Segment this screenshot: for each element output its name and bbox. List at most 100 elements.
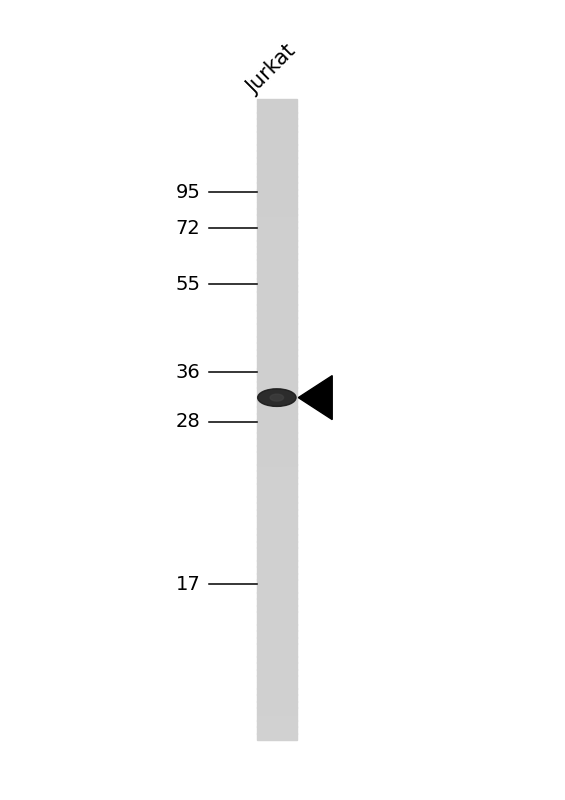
- Bar: [257, 579, 297, 586]
- Polygon shape: [298, 376, 332, 419]
- Bar: [257, 733, 297, 740]
- Bar: [257, 163, 297, 170]
- Text: 55: 55: [176, 274, 201, 294]
- Ellipse shape: [258, 389, 296, 406]
- Bar: [257, 605, 297, 612]
- Bar: [257, 208, 297, 215]
- Bar: [257, 112, 297, 119]
- Bar: [257, 714, 297, 721]
- Bar: [257, 419, 297, 426]
- Bar: [257, 662, 297, 670]
- Bar: [257, 464, 297, 471]
- Bar: [257, 637, 297, 644]
- Bar: [257, 547, 297, 554]
- Bar: [257, 374, 297, 382]
- Bar: [257, 707, 297, 714]
- Bar: [257, 624, 297, 631]
- Bar: [257, 502, 297, 510]
- Bar: [257, 483, 297, 490]
- Text: 72: 72: [176, 218, 201, 238]
- Bar: [257, 285, 297, 292]
- Bar: [257, 566, 297, 574]
- Bar: [257, 490, 297, 497]
- Bar: [257, 195, 297, 202]
- Bar: [257, 701, 297, 708]
- Bar: [257, 458, 297, 465]
- Bar: [257, 259, 297, 266]
- Bar: [257, 317, 297, 324]
- Text: 17: 17: [176, 574, 201, 594]
- Bar: [257, 291, 297, 298]
- Bar: [257, 726, 297, 734]
- Bar: [257, 336, 297, 343]
- Bar: [257, 656, 297, 663]
- Ellipse shape: [270, 394, 284, 401]
- Bar: [257, 426, 297, 433]
- Bar: [257, 240, 297, 247]
- Text: 36: 36: [176, 362, 201, 382]
- Bar: [257, 592, 297, 599]
- Bar: [257, 682, 297, 689]
- Bar: [257, 432, 297, 439]
- Bar: [257, 509, 297, 516]
- Bar: [257, 106, 297, 113]
- Bar: [257, 522, 297, 529]
- Bar: [257, 150, 297, 158]
- Bar: [257, 355, 297, 362]
- Bar: [257, 400, 297, 407]
- Bar: [257, 157, 297, 164]
- Bar: [257, 189, 297, 196]
- Bar: [257, 278, 297, 286]
- Bar: [257, 451, 297, 458]
- Bar: [257, 304, 297, 311]
- Bar: [257, 515, 297, 522]
- Bar: [257, 387, 297, 394]
- Bar: [257, 394, 297, 401]
- Bar: [257, 246, 297, 254]
- Bar: [257, 413, 297, 420]
- Bar: [257, 650, 297, 657]
- Bar: [257, 118, 297, 126]
- Bar: [257, 144, 297, 151]
- Bar: [257, 496, 297, 503]
- Text: 28: 28: [176, 412, 201, 431]
- Text: 95: 95: [176, 182, 201, 202]
- Bar: [257, 125, 297, 132]
- Bar: [257, 182, 297, 190]
- Bar: [257, 554, 297, 561]
- Bar: [257, 470, 297, 478]
- Bar: [257, 445, 297, 452]
- Bar: [257, 170, 297, 177]
- Bar: [257, 176, 297, 183]
- Bar: [257, 438, 297, 446]
- Bar: [257, 266, 297, 273]
- Bar: [257, 611, 297, 618]
- Bar: [257, 342, 297, 350]
- Bar: [257, 227, 297, 234]
- Bar: [257, 560, 297, 567]
- Bar: [257, 477, 297, 484]
- Bar: [257, 310, 297, 318]
- Bar: [257, 214, 297, 222]
- Bar: [257, 138, 297, 145]
- Bar: [257, 694, 297, 702]
- Bar: [257, 221, 297, 228]
- Bar: [257, 368, 297, 375]
- Bar: [257, 528, 297, 535]
- Bar: [257, 573, 297, 580]
- Bar: [257, 643, 297, 650]
- Bar: [257, 131, 297, 138]
- Bar: [257, 630, 297, 638]
- Bar: [257, 253, 297, 260]
- Bar: [257, 534, 297, 542]
- Bar: [257, 330, 297, 337]
- Bar: [257, 688, 297, 695]
- Bar: [257, 272, 297, 279]
- Bar: [257, 675, 297, 682]
- Bar: [257, 586, 297, 593]
- Bar: [257, 298, 297, 305]
- Text: Jurkat: Jurkat: [243, 41, 299, 98]
- Bar: [257, 234, 297, 241]
- Bar: [257, 362, 297, 369]
- Bar: [257, 99, 297, 106]
